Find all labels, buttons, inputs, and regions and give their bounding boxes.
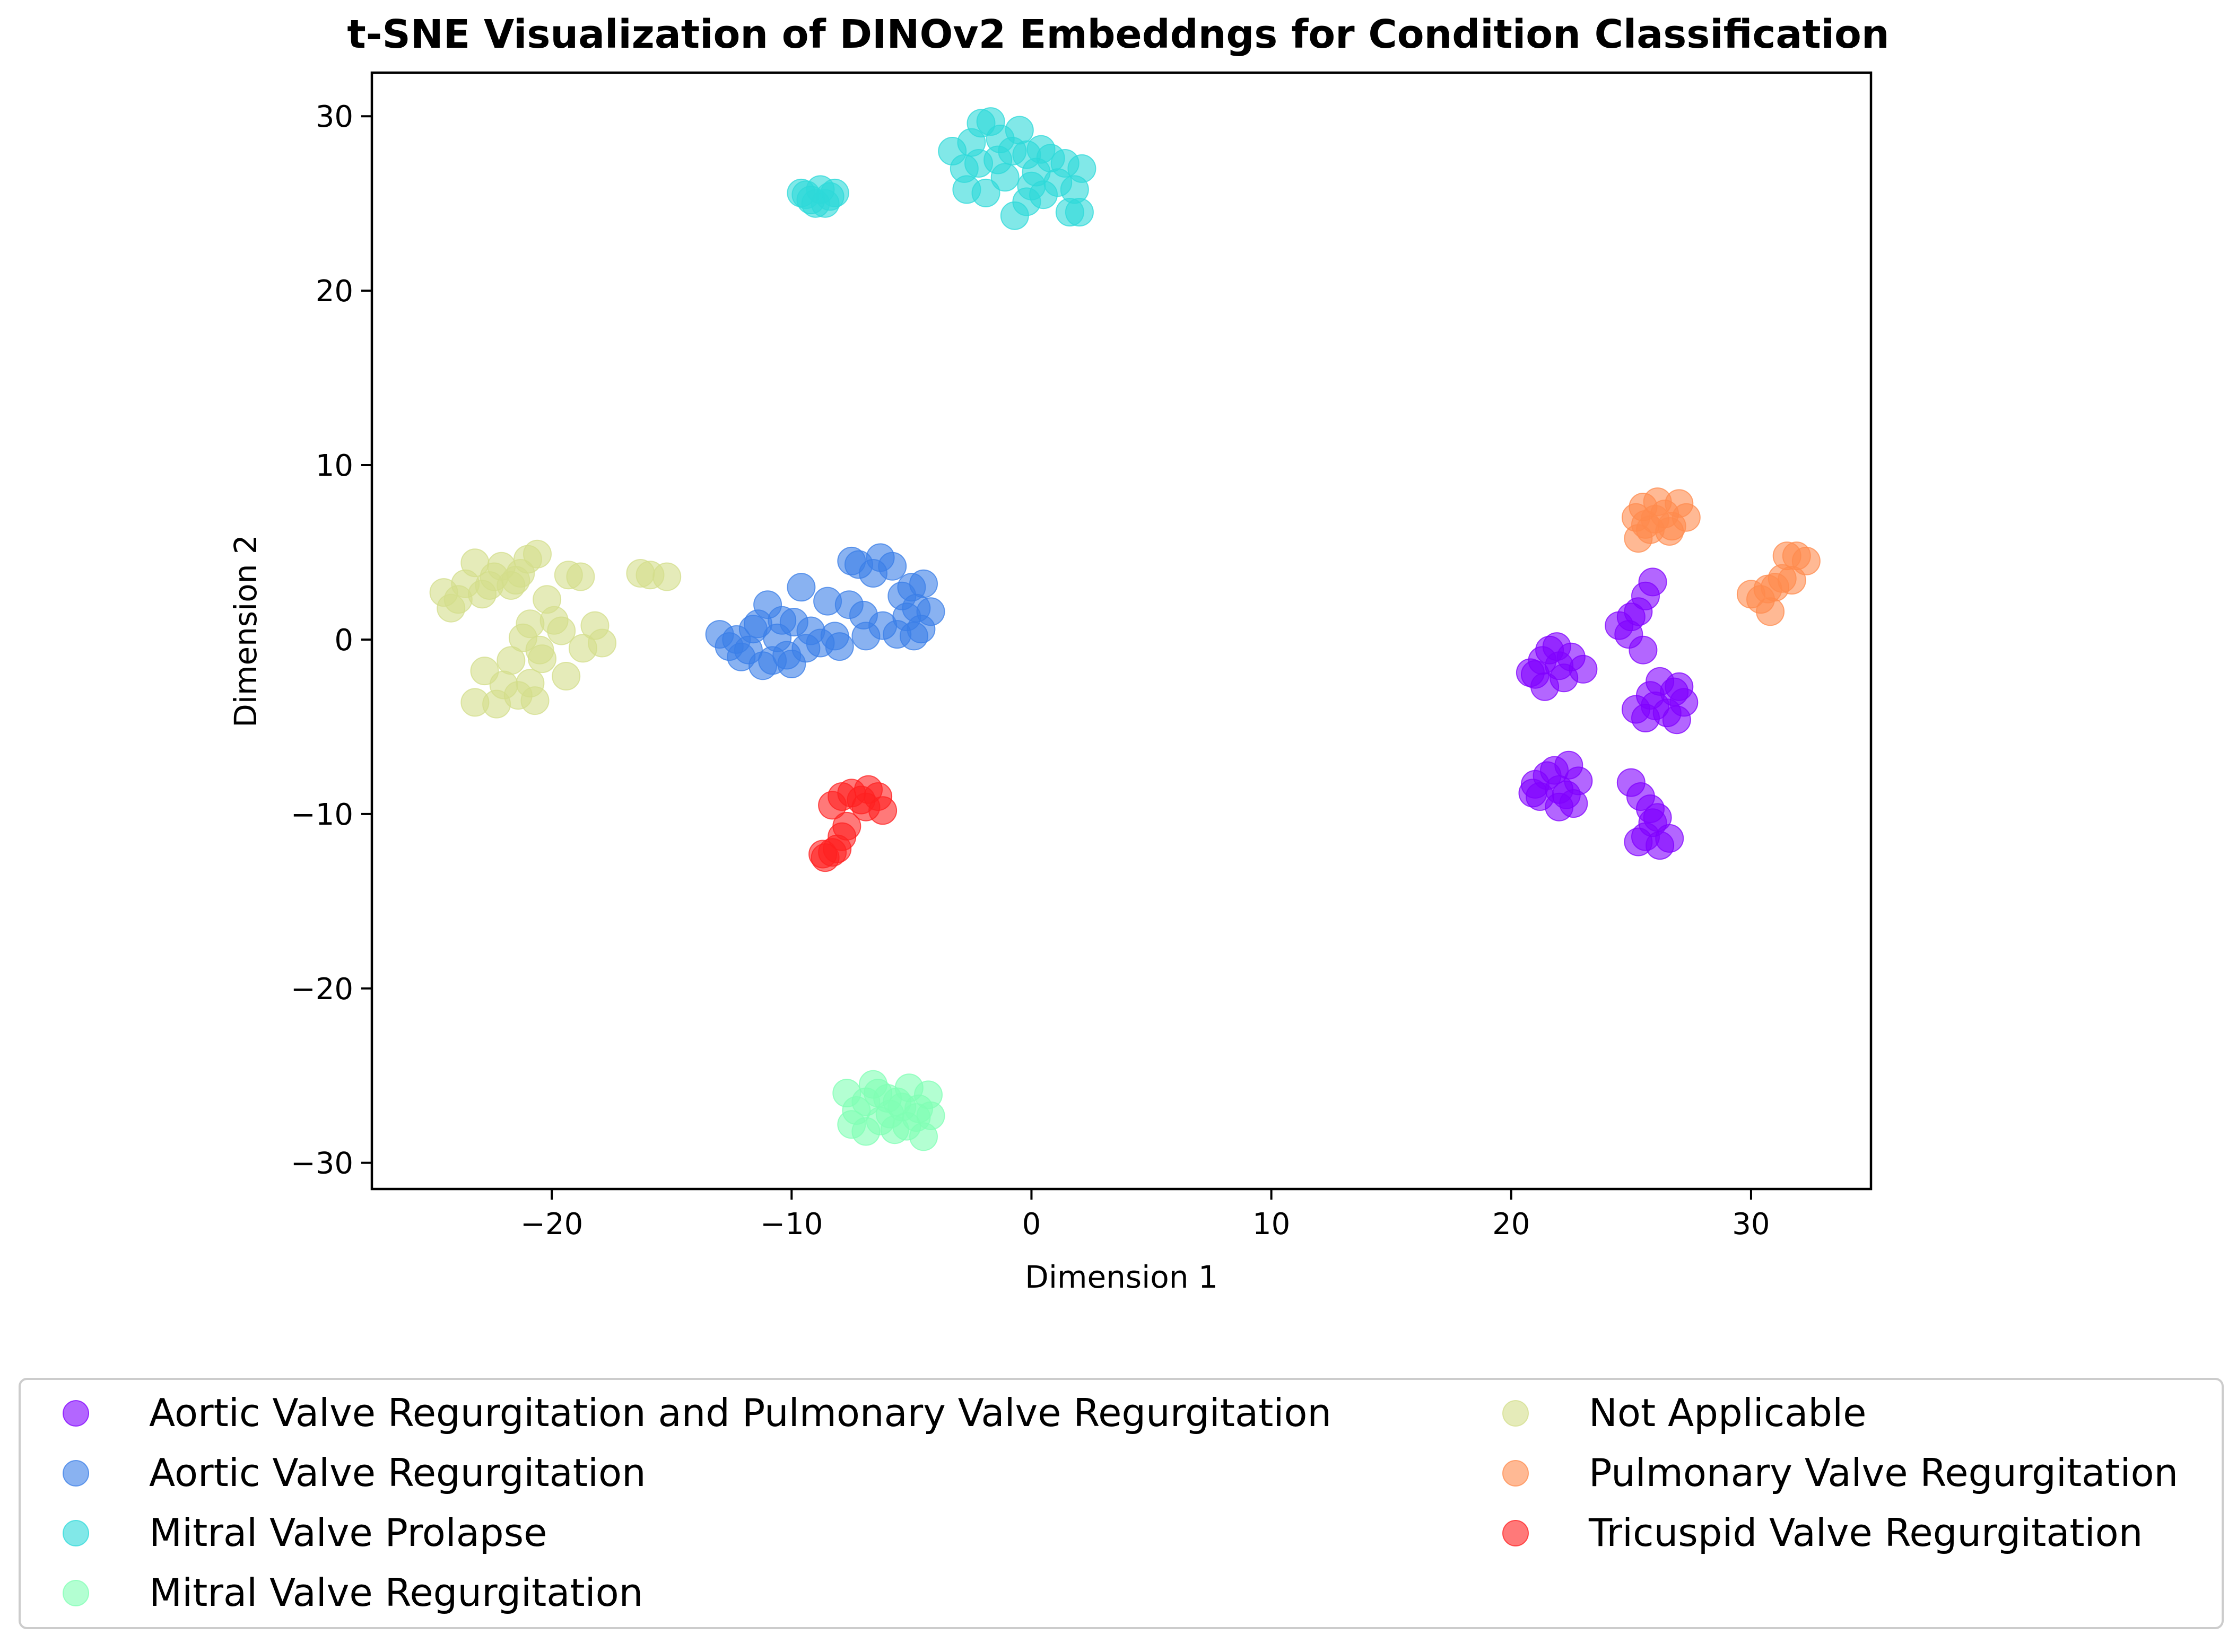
point-series-0-45 <box>1624 827 1653 856</box>
x-tick-label: 30 <box>1732 1207 1770 1242</box>
y-tick-label: −30 <box>291 1147 353 1181</box>
legend-label-0: Aortic Valve Regurgitation and Pulmonary… <box>149 1391 1331 1435</box>
point-series-4-33 <box>497 646 526 675</box>
point-series-2-24 <box>1067 154 1096 183</box>
point-series-0-24 <box>1662 705 1691 735</box>
point-series-4-32 <box>470 657 499 686</box>
point-series-4-31 <box>460 688 490 717</box>
legend: Aortic Valve Regurgitation and Pulmonary… <box>63 1391 2178 1615</box>
point-series-4-10 <box>523 539 552 569</box>
point-series-1-9 <box>787 573 816 602</box>
point-series-2-31 <box>1026 135 1056 164</box>
point-series-4-26 <box>528 644 556 674</box>
y-axis-ticks: −30 −20 −10 0 10 20 30 <box>291 100 372 1181</box>
plot-frame <box>370 71 1873 1191</box>
x-axis-ticks: −20 −10 0 10 20 30 <box>520 1189 1770 1242</box>
point-series-0-26 <box>1665 672 1694 701</box>
point-series-2-32 <box>1012 187 1041 216</box>
point-series-1-21 <box>744 609 772 639</box>
point-series-2-27 <box>971 178 1000 207</box>
point-series-2-33 <box>1055 198 1084 227</box>
y-tick-label: 0 <box>334 623 353 658</box>
point-series-1-27 <box>859 559 887 588</box>
legend-marker-3 <box>63 1580 89 1606</box>
point-series-2-34 <box>964 149 993 178</box>
point-series-1-38 <box>849 600 878 630</box>
point-series-4-14 <box>501 566 530 595</box>
point-series-4-16 <box>547 616 576 645</box>
point-series-1-14 <box>734 635 763 665</box>
point-series-2-7 <box>820 178 849 207</box>
legend-marker-6 <box>1502 1520 1529 1546</box>
point-series-0-37 <box>1552 780 1581 809</box>
legend-label-1: Aortic Valve Regurgitation <box>149 1450 646 1495</box>
point-series-1-39 <box>899 622 928 651</box>
point-series-0-36 <box>1518 779 1547 808</box>
y-tick-label: 20 <box>316 274 353 309</box>
point-series-0-14 <box>1638 567 1667 597</box>
point-series-5-21 <box>1753 574 1782 604</box>
point-series-4-25 <box>552 662 581 690</box>
point-series-0-7 <box>1569 654 1598 684</box>
scatter-points <box>429 107 1821 1151</box>
y-axis-label: Dimension 2 <box>228 535 264 728</box>
chart-title: t-SNE Visualization of DINOv2 Embeddngs … <box>347 12 1889 57</box>
x-tick-label: 0 <box>1022 1207 1041 1242</box>
legend-marker-4 <box>1502 1400 1529 1427</box>
y-tick-label: −20 <box>291 972 353 1007</box>
x-tick-label: −20 <box>520 1207 583 1242</box>
point-series-0-35 <box>1540 756 1569 785</box>
point-series-0-46 <box>1638 808 1667 837</box>
point-series-2-6 <box>791 180 821 209</box>
point-series-5-11 <box>1631 510 1660 539</box>
point-series-0-8 <box>1516 658 1545 687</box>
point-series-2-29 <box>986 125 1015 153</box>
point-series-3-14 <box>851 1117 881 1146</box>
point-series-1-22 <box>768 606 797 635</box>
point-series-3-19 <box>883 1087 912 1116</box>
point-series-5-10 <box>1655 517 1684 546</box>
point-series-5-20 <box>1777 566 1806 595</box>
legend-marker-1 <box>63 1460 89 1487</box>
point-series-4-34 <box>520 686 550 715</box>
y-tick-label: 10 <box>316 449 353 483</box>
point-series-4-21 <box>566 562 595 591</box>
point-series-1-30 <box>909 569 938 598</box>
point-series-0-25 <box>1641 691 1670 720</box>
point-series-4-37 <box>652 562 682 591</box>
point-series-4-24 <box>568 634 597 663</box>
point-series-0-9 <box>1542 632 1571 661</box>
x-tick-label: −10 <box>760 1207 823 1242</box>
legend-label-3: Mitral Valve Regurgitation <box>149 1570 643 1615</box>
legend-label-4: Not Applicable <box>1589 1391 1866 1435</box>
legend-marker-2 <box>63 1520 89 1546</box>
point-series-6-13 <box>808 840 838 869</box>
x-axis-label: Dimension 1 <box>1025 1259 1218 1295</box>
point-series-1-17 <box>791 634 821 663</box>
legend-marker-5 <box>1502 1460 1529 1487</box>
point-series-4-12 <box>443 585 473 614</box>
point-series-0-16 <box>1629 635 1658 665</box>
point-series-6-7 <box>851 792 881 821</box>
legend-label-5: Pulmonary Valve Regurgitation <box>1589 1450 2178 1495</box>
x-tick-label: 20 <box>1492 1207 1530 1242</box>
legend-label-6: Tricuspid Valve Regurgitation <box>1588 1510 2143 1555</box>
legend-box <box>19 1378 2224 1629</box>
legend-marker-0 <box>63 1400 89 1427</box>
y-tick-label: 30 <box>316 100 353 134</box>
y-tick-label: −10 <box>291 798 353 832</box>
x-tick-label: 10 <box>1252 1207 1290 1242</box>
legend-label-2: Mitral Valve Prolapse <box>149 1510 547 1555</box>
point-series-1-19 <box>825 632 854 661</box>
point-series-5-19 <box>1791 546 1821 575</box>
point-series-4-13 <box>475 571 504 600</box>
